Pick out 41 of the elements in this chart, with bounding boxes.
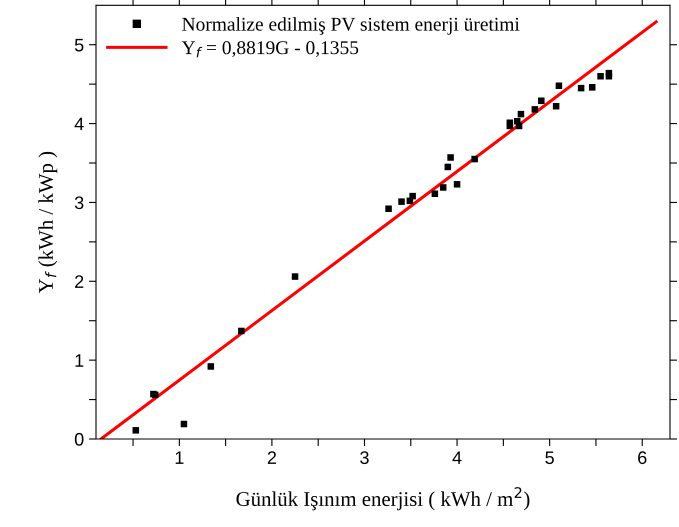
point [556, 82, 562, 89]
point [578, 84, 584, 92]
x-tick-label: 1 [176, 451, 184, 464]
x-tick-label: 2 [268, 451, 276, 464]
point [440, 184, 446, 191]
x-tick-label: 5 [545, 451, 554, 464]
point [208, 363, 214, 370]
point [506, 122, 514, 130]
point [552, 102, 560, 110]
y-tick-label: 5 [74, 38, 84, 52]
point [532, 106, 538, 113]
x-tick-label: 6 [638, 451, 646, 464]
x-axis-title: Günlük Işınım enerjisi ( kWh / m$^{2}$) [236, 487, 530, 510]
y-tick-label: 4 [74, 118, 84, 130]
point [597, 73, 604, 80]
point [385, 205, 392, 212]
point [180, 420, 188, 428]
x-tick-label: 3 [360, 451, 369, 464]
point [432, 190, 438, 198]
point [538, 97, 545, 104]
point [292, 273, 298, 280]
point [238, 328, 245, 334]
point [444, 164, 452, 170]
point [454, 181, 460, 188]
point [398, 198, 405, 205]
point [132, 427, 140, 434]
point [516, 122, 522, 130]
point [471, 156, 478, 162]
y-axis-title: Y$_{f}$ (kWh / kWp ) [38, 152, 58, 294]
x-tick-label: 4 [452, 451, 462, 464]
legend-label: Normalize edilmiş PV sistem enerji üretimi [182, 17, 520, 35]
legend-label: Y$_{f}$ = 0,8819G - 0,1355 [182, 41, 358, 58]
point [588, 84, 596, 91]
y-tick-label: 0 [74, 432, 84, 446]
y-tick-label: 2 [75, 275, 84, 288]
y-tick-label: 1 [76, 354, 84, 367]
point [518, 110, 524, 118]
point [606, 70, 612, 76]
point [447, 154, 454, 161]
point [409, 192, 416, 200]
y-tick-label: 3 [74, 196, 84, 210]
